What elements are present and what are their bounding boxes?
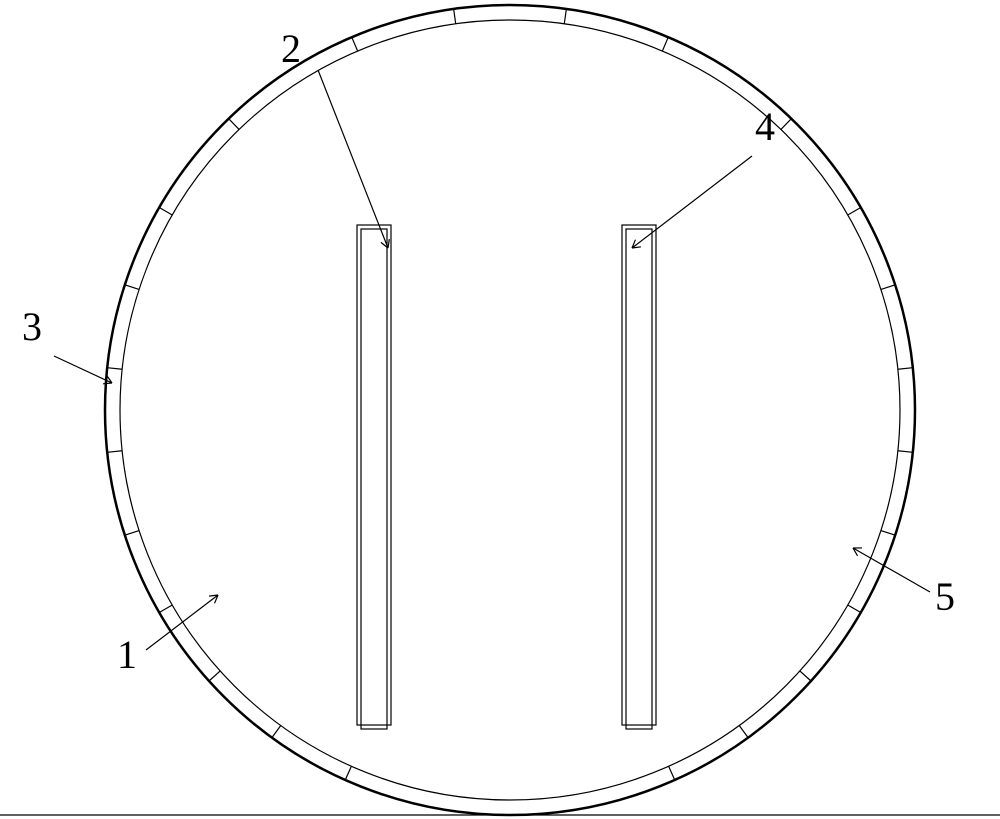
label-2: 2 — [281, 26, 301, 71]
label-4: 4 — [755, 104, 775, 149]
label-5: 5 — [935, 574, 955, 619]
outer-ring — [105, 5, 915, 815]
label-3: 3 — [22, 304, 42, 349]
pillar-right — [622, 225, 656, 729]
label-1: 1 — [117, 632, 137, 677]
leader-3 — [54, 356, 112, 384]
pillar-left — [357, 225, 391, 729]
technical-diagram: 1 2 3 4 5 — [0, 0, 1000, 819]
